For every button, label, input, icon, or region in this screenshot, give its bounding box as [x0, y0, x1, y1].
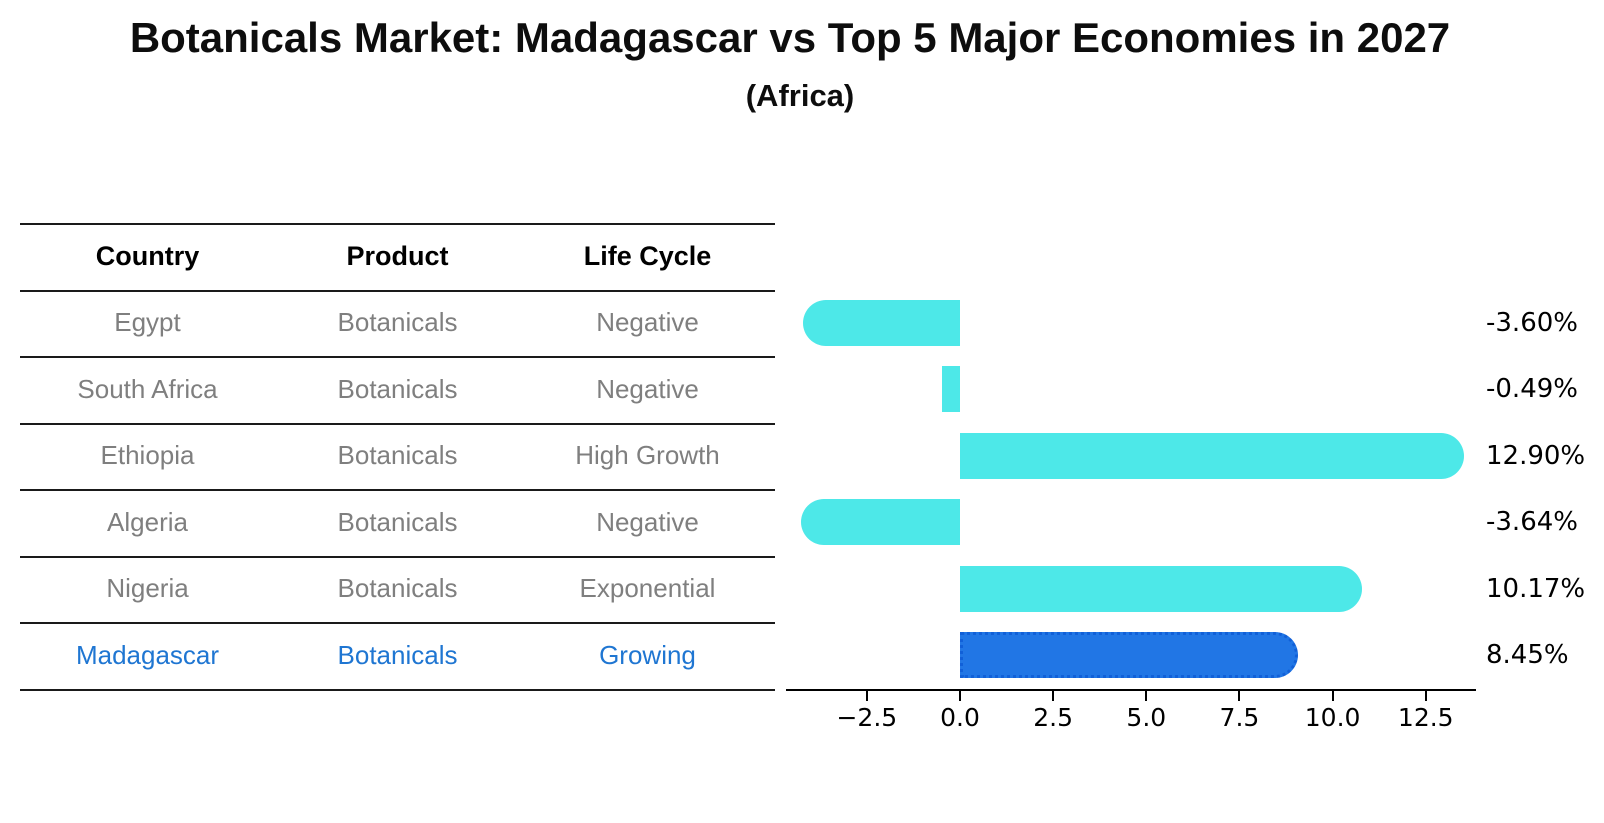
- table-cell-product: Botanicals: [337, 307, 458, 337]
- table-cell-life_cycle: Exponential: [579, 573, 716, 603]
- table-rule: [20, 622, 775, 624]
- table-cell-life_cycle: Negative: [596, 373, 699, 404]
- value-label-madagascar: 8.45%: [1486, 640, 1569, 671]
- value-label-nigeria: 10.17%: [1486, 573, 1586, 604]
- table-rule: [20, 422, 775, 425]
- table-cell-product: Botanicals: [337, 440, 458, 470]
- table-cell-country: Algeria: [107, 506, 188, 537]
- x-axis-tick-label: −2.5: [836, 703, 898, 732]
- value-label-south-africa: -0.49%: [1486, 374, 1578, 405]
- x-axis-tick-label: 10.0: [1304, 703, 1361, 732]
- x-axis-tick-label: 0.0: [940, 703, 980, 732]
- table-cell-product: Botanicals: [337, 373, 458, 404]
- x-axis-tick: [1238, 691, 1241, 701]
- table-cell-life_cycle: High Growth: [575, 440, 720, 470]
- table-rule: [20, 289, 775, 292]
- bar-madagascar: [960, 632, 1298, 679]
- table-cell-country: South Africa: [77, 373, 218, 404]
- table-cell-product: Botanicals: [337, 573, 458, 603]
- table-cell-product: Botanicals: [337, 639, 458, 670]
- table-rule: [20, 489, 775, 491]
- chart-title: Botanicals Market: Madagascar vs Top 5 M…: [129, 14, 1451, 61]
- x-axis-tick-label: 2.5: [1033, 703, 1074, 732]
- table-rule: [20, 688, 775, 691]
- table-rule: [20, 555, 775, 558]
- table-rule: [20, 223, 775, 225]
- x-axis-tick: [1331, 691, 1334, 701]
- table-header-life-cycle: Life Cycle: [583, 240, 712, 271]
- bar-egypt: [802, 299, 960, 346]
- x-axis-tick: [959, 691, 961, 701]
- x-axis-tick-label: 7.5: [1219, 703, 1260, 732]
- table-rule: [20, 356, 775, 358]
- x-axis-tick-label: 12.5: [1397, 703, 1454, 732]
- table-cell-life_cycle: Negative: [596, 506, 699, 537]
- bar-ethiopia: [960, 432, 1464, 479]
- x-axis-tick: [1052, 691, 1055, 701]
- x-axis-tick: [865, 691, 868, 701]
- bar-algeria: [801, 499, 960, 546]
- table-cell-product: Botanicals: [337, 506, 458, 537]
- value-label-ethiopia: 12.90%: [1486, 440, 1586, 471]
- table-cell-country: Ethiopia: [100, 440, 195, 470]
- table-cell-country: Nigeria: [106, 573, 189, 603]
- bar-south-africa: [941, 366, 960, 413]
- x-axis-tick-label: 5.0: [1126, 703, 1167, 732]
- table-header-country: Country: [95, 240, 200, 271]
- table-header-product: Product: [346, 240, 449, 271]
- chart-subtitle: (Africa): [745, 78, 855, 113]
- table-cell-life_cycle: Growing: [599, 639, 696, 670]
- value-label-algeria: -3.64%: [1486, 507, 1578, 538]
- x-axis-tick: [1145, 691, 1148, 701]
- bar-nigeria: [960, 565, 1362, 612]
- value-label-egypt: -3.60%: [1486, 307, 1578, 338]
- table-cell-life_cycle: Negative: [596, 307, 699, 337]
- table-cell-country: Madagascar: [75, 639, 220, 670]
- table-cell-country: Egypt: [114, 307, 181, 337]
- x-axis-line: [786, 689, 1476, 691]
- x-axis-tick: [1424, 691, 1427, 701]
